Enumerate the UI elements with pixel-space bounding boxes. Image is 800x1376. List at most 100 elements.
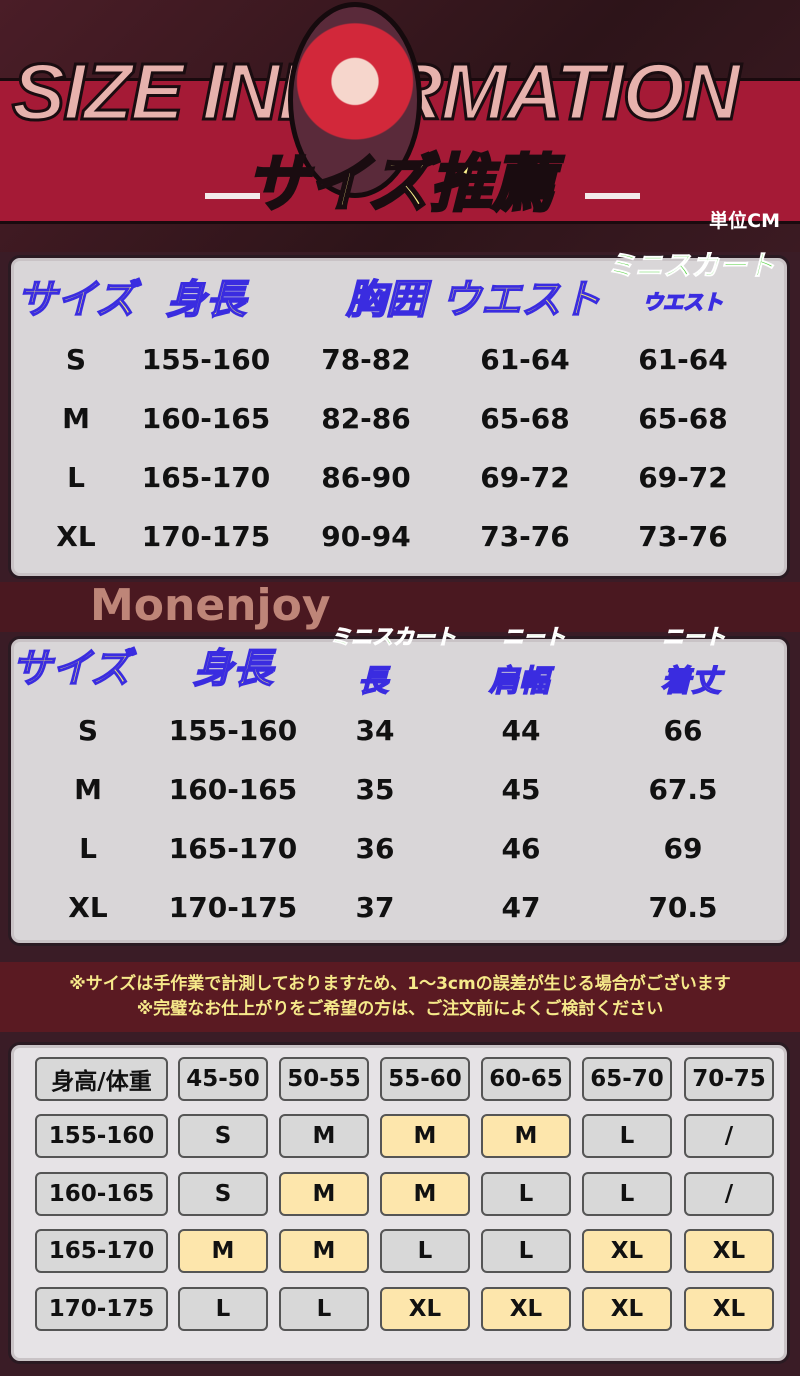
column-header: ウエスト [642,290,724,314]
weight-header: 60-65 [481,1057,571,1101]
table-cell: XL [68,891,108,924]
column-group-label: ニート [662,625,726,649]
divider-line [205,193,260,199]
column-header: サイズ [16,277,136,323]
size-cell: M [481,1114,571,1158]
table-cell: 61-64 [638,343,728,376]
table-cell: 86-90 [321,461,411,494]
table-cell: 61-64 [480,343,570,376]
size-cell: M [178,1229,268,1273]
table-cell: 47 [501,891,541,924]
size-cell: XL [481,1287,571,1331]
column-group-label: ミニスカート [606,249,776,282]
size-cell: XL [582,1229,672,1273]
size-cell: XL [684,1287,774,1331]
height-header: 160-165 [35,1172,168,1216]
table-cell: 69-72 [638,461,728,494]
column-header: 身長 [192,646,274,692]
character-portrait [288,2,422,198]
table-cell: 45 [501,773,541,806]
size-table-1: サイズ 身長 胸囲 ウエスト ウエスト ミニスカート S 155-160 78-82 61-64 6… [8,249,790,579]
divider-band [0,582,800,632]
size-table-2: サイズ 身長 長 肩幅 着丈 ミニスカート ニート ニート S 155-160 34 44 66 M 160… [8,626,790,946]
height-weight-table: 身高/体重 45-50 50-55 55-60 60-65 65-70 70-75 155-1… [8,1042,790,1364]
size-cell: M [380,1172,470,1216]
size-cell: M [380,1114,470,1158]
column-header: 身長 [165,277,247,323]
table-cell: S [65,343,87,376]
weight-header: 45-50 [178,1057,268,1101]
table-cell: 66 [663,714,703,747]
table-cell: 37 [355,891,395,924]
table-cell: 69-72 [480,461,570,494]
column-header: 着丈 [660,664,722,699]
size-cell: L [481,1172,571,1216]
table-cell: 165-170 [141,461,271,494]
table-cell: 70.5 [648,891,718,924]
table-cell: M [62,402,90,435]
height-header: 165-170 [35,1229,168,1273]
corner-header: 身高/体重 [35,1057,168,1101]
notice-banner: ※サイズは手作業で計測しておりますため、1〜3cmの誤差が生じる場合がございます… [0,962,800,1032]
table-cell: 36 [355,832,395,865]
table-cell: 73-76 [480,520,570,553]
column-header: ウエスト [440,277,602,323]
height-header: 155-160 [35,1114,168,1158]
table-cell: 65-68 [480,402,570,435]
column-header: 胸囲 [345,277,427,323]
table-cell: 155-160 [168,714,298,747]
weight-header: 50-55 [279,1057,369,1101]
height-header: 170-175 [35,1287,168,1331]
unit-label: 単位CM [709,210,780,232]
page-subtitle: サイズ推薦 [244,147,555,220]
column-group-label: ニート [502,625,566,649]
table-cell: 160-165 [168,773,298,806]
table-cell: M [74,773,102,806]
table-cell: 82-86 [321,402,411,435]
watermark: Monenjoy [90,580,331,631]
size-cell: L [582,1114,672,1158]
table-cell: 34 [355,714,395,747]
size-cell: / [684,1114,774,1158]
table-cell: 160-165 [141,402,271,435]
table-cell: L [79,832,97,865]
column-header: 長 [357,664,389,699]
weight-header: 70-75 [684,1057,774,1101]
size-cell: L [481,1229,571,1273]
column-header: 肩幅 [488,664,550,699]
table-cell: XL [56,520,96,553]
table-cell: 65-68 [638,402,728,435]
table-cell: 44 [501,714,541,747]
table-cell: L [67,461,85,494]
size-cell: M [279,1172,369,1216]
size-cell: L [582,1172,672,1216]
weight-header: 65-70 [582,1057,672,1101]
size-cell: XL [380,1287,470,1331]
size-cell: S [178,1172,268,1216]
size-cell: L [380,1229,470,1273]
table-cell: 69 [663,832,703,865]
divider-line [585,193,640,199]
size-cell: L [279,1287,369,1331]
size-cell: M [279,1114,369,1158]
notice-line: ※サイズは手作業で計測しておりますため、1〜3cmの誤差が生じる場合がございます [69,974,731,994]
weight-header: 55-60 [380,1057,470,1101]
table-cell: 170-175 [168,891,298,924]
size-cell: M [279,1229,369,1273]
table-cell: 35 [355,773,395,806]
table-cell: 73-76 [638,520,728,553]
table-cell: 90-94 [321,520,411,553]
table-cell: S [77,714,99,747]
notice-line: ※完璧なお仕上がりをご希望の方は、ご注文前によくご検討ください [136,999,664,1019]
size-cell: XL [684,1229,774,1273]
size-cell: S [178,1114,268,1158]
table-cell: 170-175 [141,520,271,553]
table-cell: 165-170 [168,832,298,865]
size-cell: L [178,1287,268,1331]
column-header: サイズ [11,646,131,692]
table-cell: 155-160 [141,343,271,376]
column-group-label: ミニスカート [330,625,457,649]
table-cell: 46 [501,832,541,865]
table-cell: 67.5 [648,773,718,806]
table-cell: 78-82 [321,343,411,376]
